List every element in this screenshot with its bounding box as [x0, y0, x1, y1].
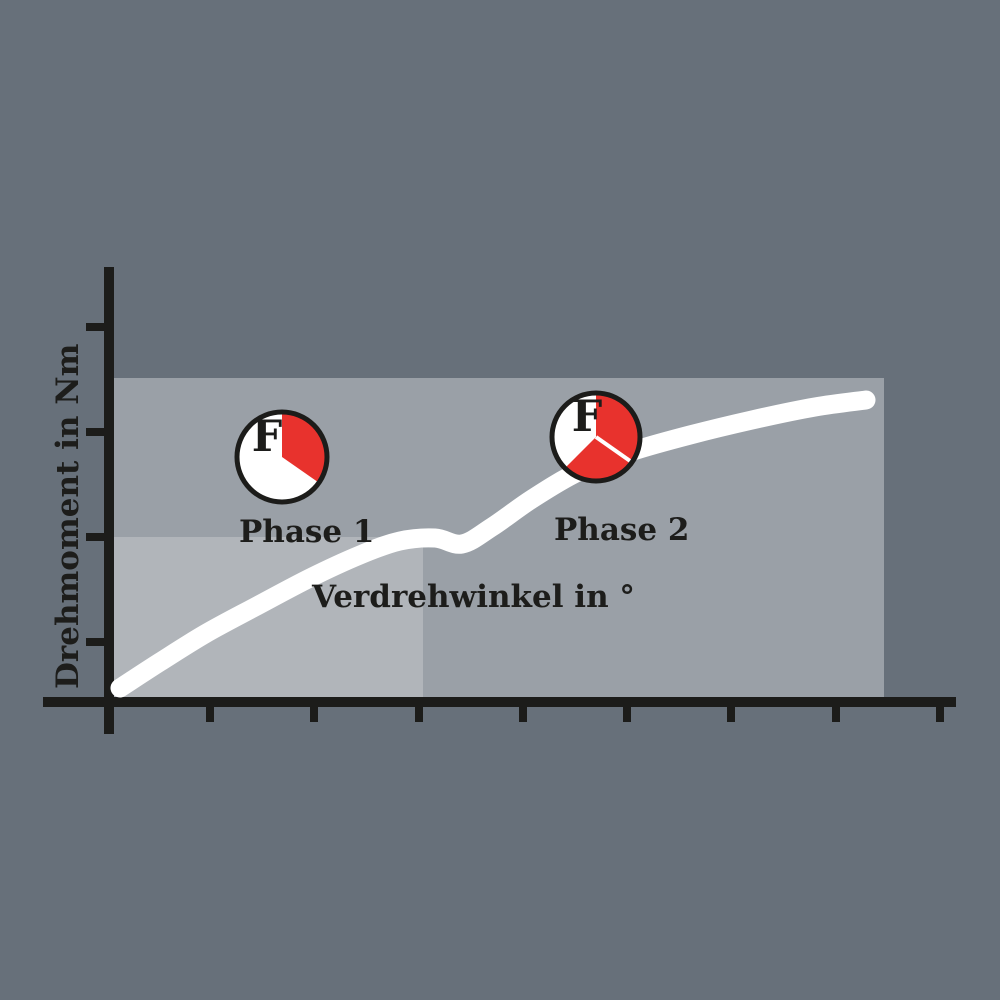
x-tick: [832, 700, 840, 722]
rotation-angle-wedge: [564, 437, 632, 481]
x-axis-line: [43, 697, 956, 707]
x-tick: [727, 700, 735, 722]
torque-curve: [110, 390, 876, 698]
y-axis-line: [104, 267, 114, 734]
x-tick: [519, 700, 527, 722]
y-axis-ticks: [86, 323, 114, 646]
y-tick: [86, 323, 114, 331]
x-tick: [415, 700, 423, 722]
force-letter: F: [572, 392, 603, 442]
force-clock-2: F: [549, 390, 643, 484]
x-tick: [206, 700, 214, 722]
clock-border: [549, 390, 643, 484]
x-tick: [936, 700, 944, 722]
y-axis-label: Drehmoment in Nm: [50, 343, 86, 689]
force-letter: F: [252, 412, 283, 462]
x-axis-label: Verdrehwinkel in °: [312, 579, 635, 615]
x-axis-ticks: [206, 700, 944, 722]
x-tick: [623, 700, 631, 722]
wedge-divider: [594, 435, 633, 464]
phase1-highlight-panel: [113, 537, 423, 697]
force-clock-1: F: [234, 409, 330, 505]
clock-border: [234, 409, 330, 505]
y-tick: [86, 428, 114, 436]
phase1-label: Phase 1: [239, 514, 375, 550]
phase2-label: Phase 2: [554, 512, 690, 548]
y-tick: [86, 533, 114, 541]
y-tick: [86, 638, 114, 646]
x-tick: [310, 700, 318, 722]
